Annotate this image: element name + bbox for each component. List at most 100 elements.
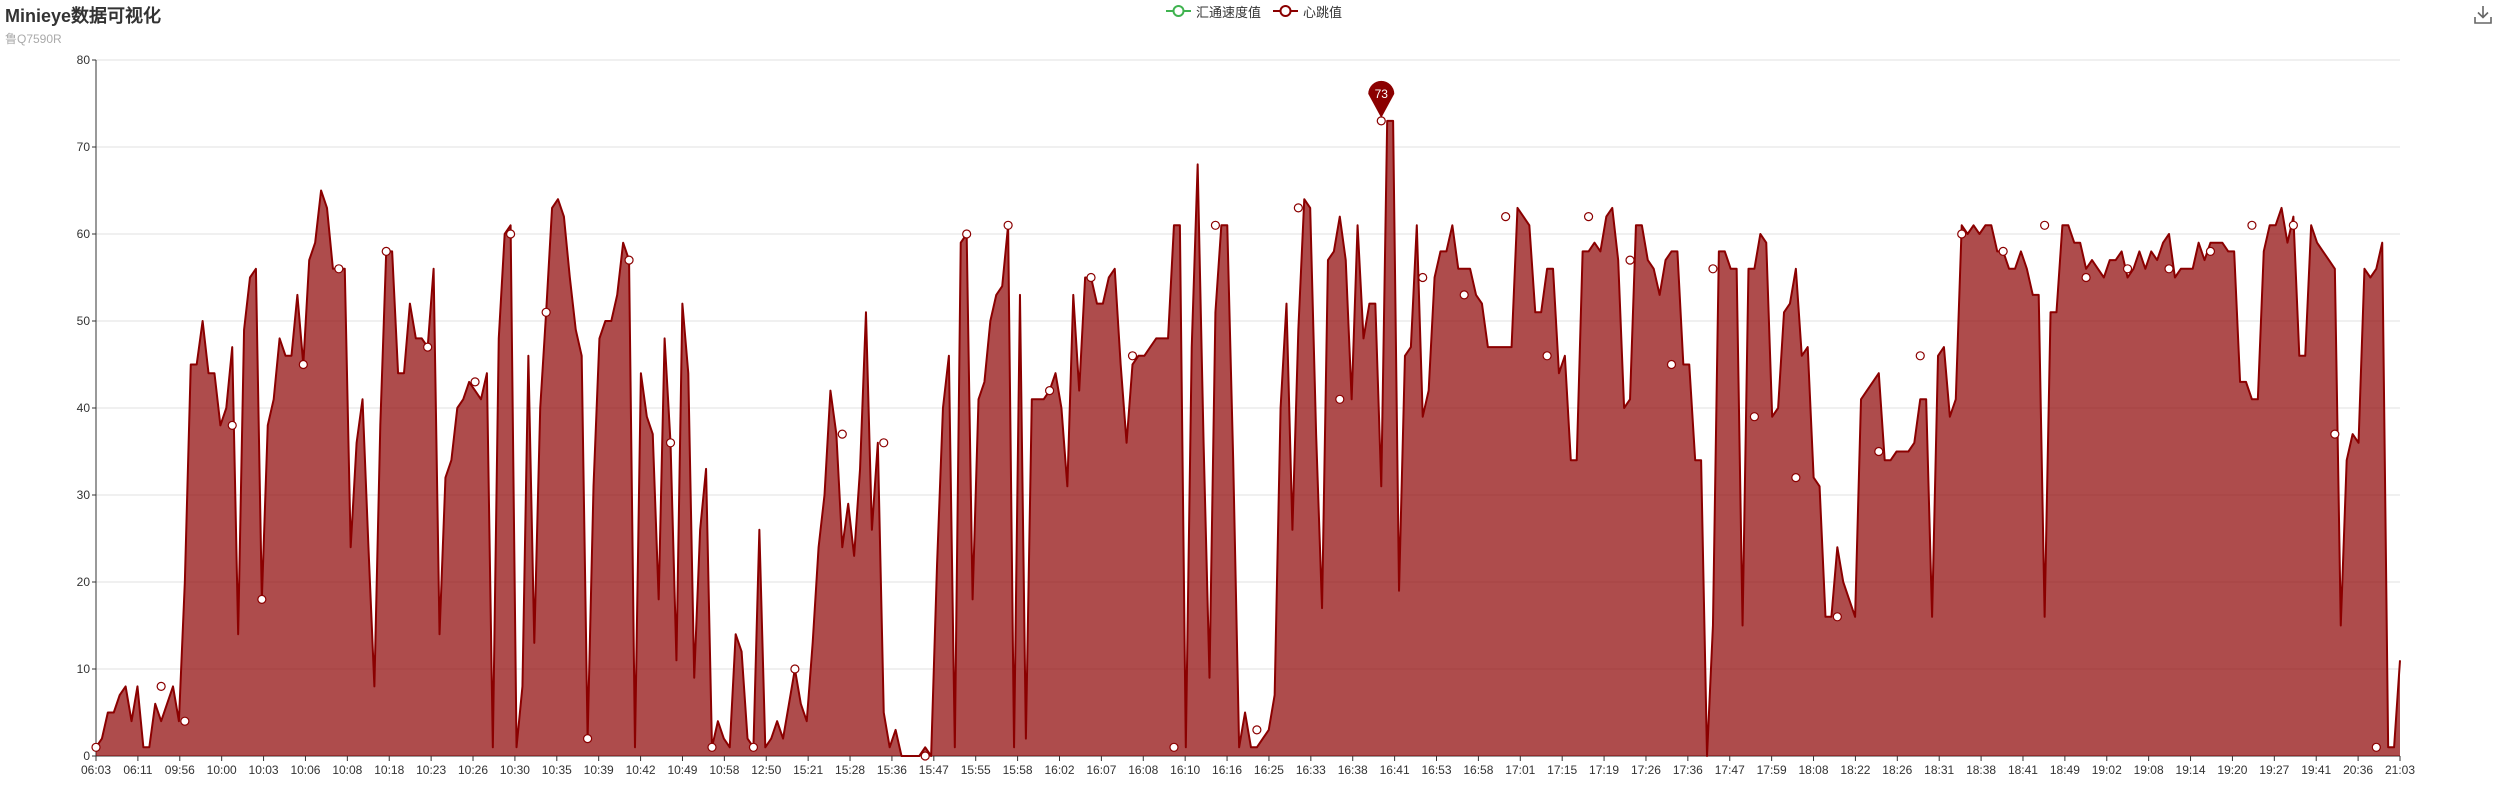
legend-item-heartbeat[interactable]: 心跳值 [1273, 2, 1342, 21]
x-tick-label: 21:03 [2385, 763, 2415, 777]
data-point [1791, 473, 1801, 483]
x-tick-label: 16:02 [1044, 763, 1074, 777]
x-tick-label: 19:41 [2301, 763, 2331, 777]
legend-item-speed[interactable]: 汇通速度值 [1166, 2, 1261, 21]
x-tick-label: 10:26 [458, 763, 488, 777]
data-point [1252, 725, 1262, 735]
plot-area [95, 119, 2401, 757]
data-point [1335, 394, 1345, 404]
data-point [1832, 612, 1842, 622]
data-point [2205, 246, 2216, 256]
data-point [2040, 220, 2050, 230]
x-tick-label: 16:25 [1254, 763, 1284, 777]
x-tick-label: 20:36 [2343, 763, 2373, 777]
y-tick-label: 10 [77, 662, 91, 676]
data-point [1708, 264, 1718, 274]
data-point [1003, 220, 1013, 230]
x-tick-label: 18:22 [1840, 763, 1870, 777]
data-point [2081, 272, 2091, 283]
max-point-pin: 73 [1368, 80, 1395, 118]
data-point [1169, 742, 1179, 752]
series-line [95, 119, 2401, 757]
data-point [541, 307, 551, 317]
data-point [1418, 272, 1428, 283]
x-tick-label: 10:30 [500, 763, 530, 777]
x-tick-label: 16:58 [1463, 763, 1493, 777]
x-tick-label: 19:08 [2134, 763, 2164, 777]
x-tick-label: 16:16 [1212, 763, 1242, 777]
data-point [837, 429, 847, 439]
data-point [707, 742, 717, 752]
x-tick-label: 10:42 [626, 763, 656, 777]
data-point [1376, 116, 1386, 126]
x-tick-label: 16:07 [1086, 763, 1116, 777]
data-point [227, 420, 237, 430]
data-point [1749, 412, 1760, 422]
data-point [1044, 386, 1055, 396]
y-tick-label: 50 [77, 314, 91, 328]
y-tick-label: 0 [83, 749, 90, 763]
x-tick-label: 18:41 [2008, 763, 2038, 777]
data-point [2122, 264, 2133, 274]
x-tick-label: 16:33 [1296, 763, 1326, 777]
x-tick-label: 15:47 [919, 763, 949, 777]
x-tick-label: 19:20 [2217, 763, 2247, 777]
data-point [1583, 212, 1594, 222]
data-point [2371, 742, 2381, 752]
x-tick-label: 15:55 [961, 763, 991, 777]
data-point [1625, 255, 1635, 265]
x-tick-label: 16:08 [1128, 763, 1158, 777]
download-button[interactable] [2473, 4, 2493, 26]
y-tick-label: 80 [77, 53, 91, 67]
data-point [91, 742, 101, 752]
x-tick-label: 17:36 [1673, 763, 1703, 777]
data-point [1086, 272, 1096, 283]
data-point [748, 742, 759, 752]
data-point [1666, 359, 1677, 370]
legend-speed-swatch [1166, 5, 1191, 17]
y-tick-label: 40 [77, 401, 91, 415]
data-point [2247, 220, 2257, 230]
x-tick-label: 10:08 [332, 763, 362, 777]
data-point [1501, 212, 1511, 222]
x-tick-label: 17:01 [1505, 763, 1535, 777]
x-tick-label: 12:50 [751, 763, 781, 777]
data-point [2164, 264, 2174, 274]
y-tick-label: 20 [77, 575, 91, 589]
x-tick-label: 16:41 [1380, 763, 1410, 777]
y-tick-label: 70 [77, 140, 91, 154]
data-point [156, 681, 166, 692]
data-point [790, 664, 800, 674]
x-tick-label: 18:08 [1799, 763, 1829, 777]
data-point [1874, 446, 1884, 457]
area-fill [96, 120, 2400, 756]
x-axis: 06:03 06:11 09:56 10:00 10:03 10:06 10:08 10:18… [81, 755, 2415, 777]
x-tick-label: 18:38 [1966, 763, 1996, 777]
y-tick-label: 30 [77, 488, 91, 502]
chart-subtitle: 鲁Q7590R [5, 32, 62, 46]
x-tick-label: 10:00 [207, 763, 237, 777]
x-tick-label: 17:15 [1547, 763, 1577, 777]
data-point [298, 359, 308, 370]
x-tick-label: 06:03 [81, 763, 111, 777]
legend-heartbeat-swatch [1273, 5, 1299, 17]
x-tick-label: 19:27 [2259, 763, 2289, 777]
data-markers [91, 116, 2381, 761]
chart-legend: 汇通速度值 心跳值 [1166, 2, 1342, 20]
data-point [920, 751, 930, 761]
data-point [1998, 246, 2008, 256]
legend-speed-label: 汇通速度值 [1196, 4, 1262, 20]
x-tick-label: 16:53 [1421, 763, 1451, 777]
x-tick-label: 10:58 [709, 763, 739, 777]
max-pin-label: 73 [1375, 87, 1389, 101]
data-point [381, 246, 391, 256]
x-tick-label: 18:31 [1924, 763, 1954, 777]
data-point [879, 438, 889, 448]
x-tick-label: 10:23 [416, 763, 446, 777]
x-tick-label: 10:06 [290, 763, 320, 777]
data-point [470, 377, 480, 387]
data-point [423, 342, 433, 352]
data-point [1210, 220, 1221, 230]
x-tick-label: 10:39 [584, 763, 614, 777]
